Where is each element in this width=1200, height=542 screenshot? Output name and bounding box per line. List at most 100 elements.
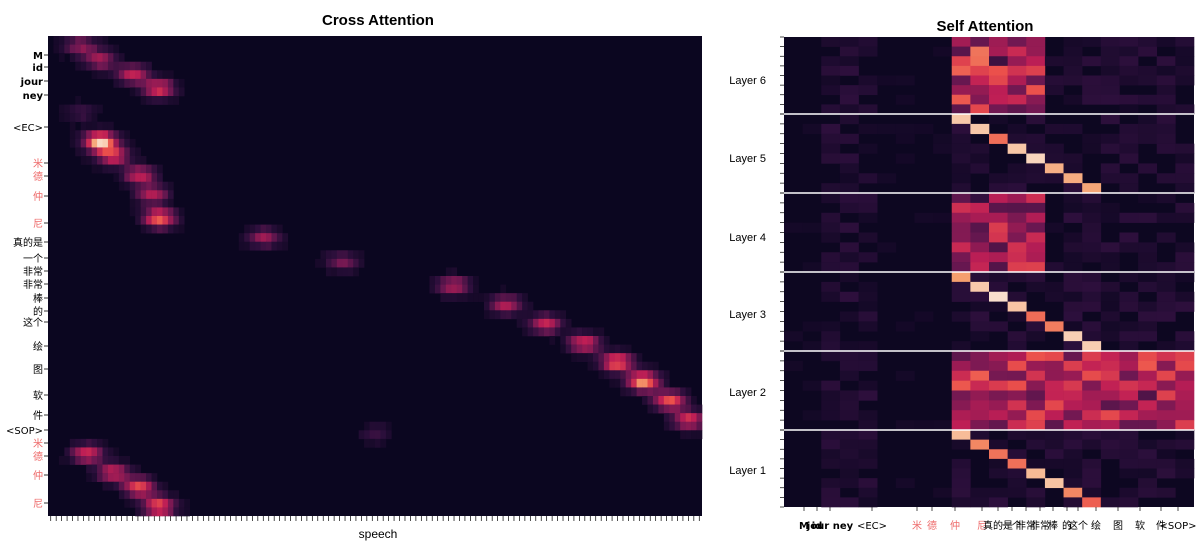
self-heat-cell <box>1138 420 1158 431</box>
cross-heat-cell <box>347 258 354 268</box>
cross-heat-cell <box>102 147 109 157</box>
self-heat-cell <box>951 85 971 96</box>
cross-heat-cell <box>642 396 648 405</box>
self-heat-cell <box>1082 143 1102 154</box>
self-heat-cell <box>1119 173 1139 184</box>
self-heat-cell <box>1100 85 1120 96</box>
self-heat-cell <box>1026 360 1046 372</box>
self-heat-cell <box>1119 242 1139 253</box>
self-heat-cell <box>989 222 1008 233</box>
self-heat-cell <box>970 380 990 391</box>
cross-heat-cell <box>69 138 76 148</box>
cross-heat-cell <box>178 207 185 217</box>
cross-heat-cell <box>129 198 136 208</box>
self-heat-cell <box>1082 222 1102 233</box>
self-heat-cell <box>970 439 990 450</box>
self-heat-cell <box>1007 163 1027 174</box>
self-heat-cell <box>858 360 878 372</box>
self-heat-cell <box>1044 222 1064 233</box>
cross-heat-cell <box>473 293 479 303</box>
self-heat-cell <box>858 202 878 214</box>
self-heat-cell <box>839 252 859 263</box>
cross-heat-cell <box>674 396 681 405</box>
cross-heat-cell <box>636 370 643 380</box>
cross-heat-cell <box>276 233 283 243</box>
cross-heat-cell <box>385 430 392 440</box>
cross-heat-cell <box>80 61 87 71</box>
self-heat-cell <box>1156 468 1176 479</box>
self-heat-cell <box>1119 301 1139 312</box>
self-heat-cell <box>1026 439 1046 450</box>
cross-heat-cell <box>598 327 605 337</box>
self-heat-cell <box>951 390 971 401</box>
self-heat-cell <box>895 123 915 135</box>
cross-heat-cell <box>669 396 676 405</box>
cross-heat-cell <box>129 207 136 217</box>
cross-heat-cell <box>462 293 468 303</box>
cross-heat-cell <box>157 78 163 88</box>
self-heat-cell <box>895 370 915 381</box>
self-heat-cell <box>821 351 841 362</box>
self-heat-cell <box>1156 439 1176 450</box>
cross-heat-cell <box>647 396 654 405</box>
cross-y-tick-label: 真的是 <box>13 236 43 249</box>
self-heat-cell <box>858 410 878 421</box>
cross-heat-cell <box>140 61 147 71</box>
self-heat-cell <box>1156 75 1176 86</box>
self-x-tick-label: jour ney <box>806 521 854 532</box>
cross-heat-cell <box>124 498 131 508</box>
cross-heat-cell <box>522 318 528 328</box>
cross-heat-cell <box>609 344 616 354</box>
cross-heat-cell <box>113 156 120 165</box>
self-heat-cell <box>970 272 990 283</box>
self-heat-cell <box>933 487 953 498</box>
cross-heat-cell <box>598 344 605 354</box>
self-heat-cell <box>1175 291 1195 302</box>
self-heat-cell <box>1100 75 1120 86</box>
cross-heat-cell <box>434 284 441 294</box>
cross-heat-cell <box>593 344 599 354</box>
self-heat-cell <box>1175 212 1195 223</box>
self-heat-cell <box>1007 46 1027 57</box>
cross-y-tick-label: 米 <box>33 157 43 170</box>
self-heat-cell <box>989 272 1008 283</box>
cross-heat-cell <box>86 36 92 45</box>
self-x-tick-label: 非常 <box>1030 519 1050 532</box>
cross-heat-cell <box>249 224 256 234</box>
cross-heat-cell <box>266 224 272 234</box>
cross-heat-cell <box>140 207 147 217</box>
self-heat-cell <box>858 420 878 431</box>
self-heat-cell <box>1044 123 1064 135</box>
self-heat-cell <box>1138 468 1158 479</box>
cross-heat-cell <box>151 70 158 80</box>
self-heat-cell <box>1100 370 1120 381</box>
cross-heat-cell <box>91 464 98 474</box>
cross-heat-cell <box>97 104 103 114</box>
cross-heat-cell <box>157 490 163 500</box>
self-heat-cell <box>1138 114 1158 125</box>
self-heat-cell <box>1138 65 1158 76</box>
self-heat-cell <box>1007 301 1027 312</box>
self-heat-cell <box>1063 360 1083 372</box>
self-heat-cell <box>1175 262 1195 273</box>
self-heat-cell <box>1026 497 1046 508</box>
self-heat-cell <box>858 341 878 352</box>
self-heat-cell <box>895 133 915 144</box>
self-heat-cell <box>839 37 859 47</box>
cross-y-tick-label: 一个 <box>23 253 43 265</box>
self-heat-cell <box>1063 183 1083 194</box>
cross-heat-cell <box>97 156 103 165</box>
cross-heat-cell <box>325 258 332 268</box>
cross-heat-cell <box>140 78 147 88</box>
self-heat-cell <box>1100 301 1120 312</box>
cross-heat-cell <box>451 267 458 277</box>
cross-heat-cell <box>369 421 376 431</box>
self-heat-cell <box>1138 301 1158 312</box>
self-heat-cell <box>1138 123 1158 135</box>
self-heat-cell <box>1026 262 1046 273</box>
self-heat-cell <box>839 56 859 67</box>
cross-heat-cell <box>129 481 136 491</box>
self-heat-cell <box>1156 94 1176 105</box>
cross-heat-cell <box>565 318 572 328</box>
